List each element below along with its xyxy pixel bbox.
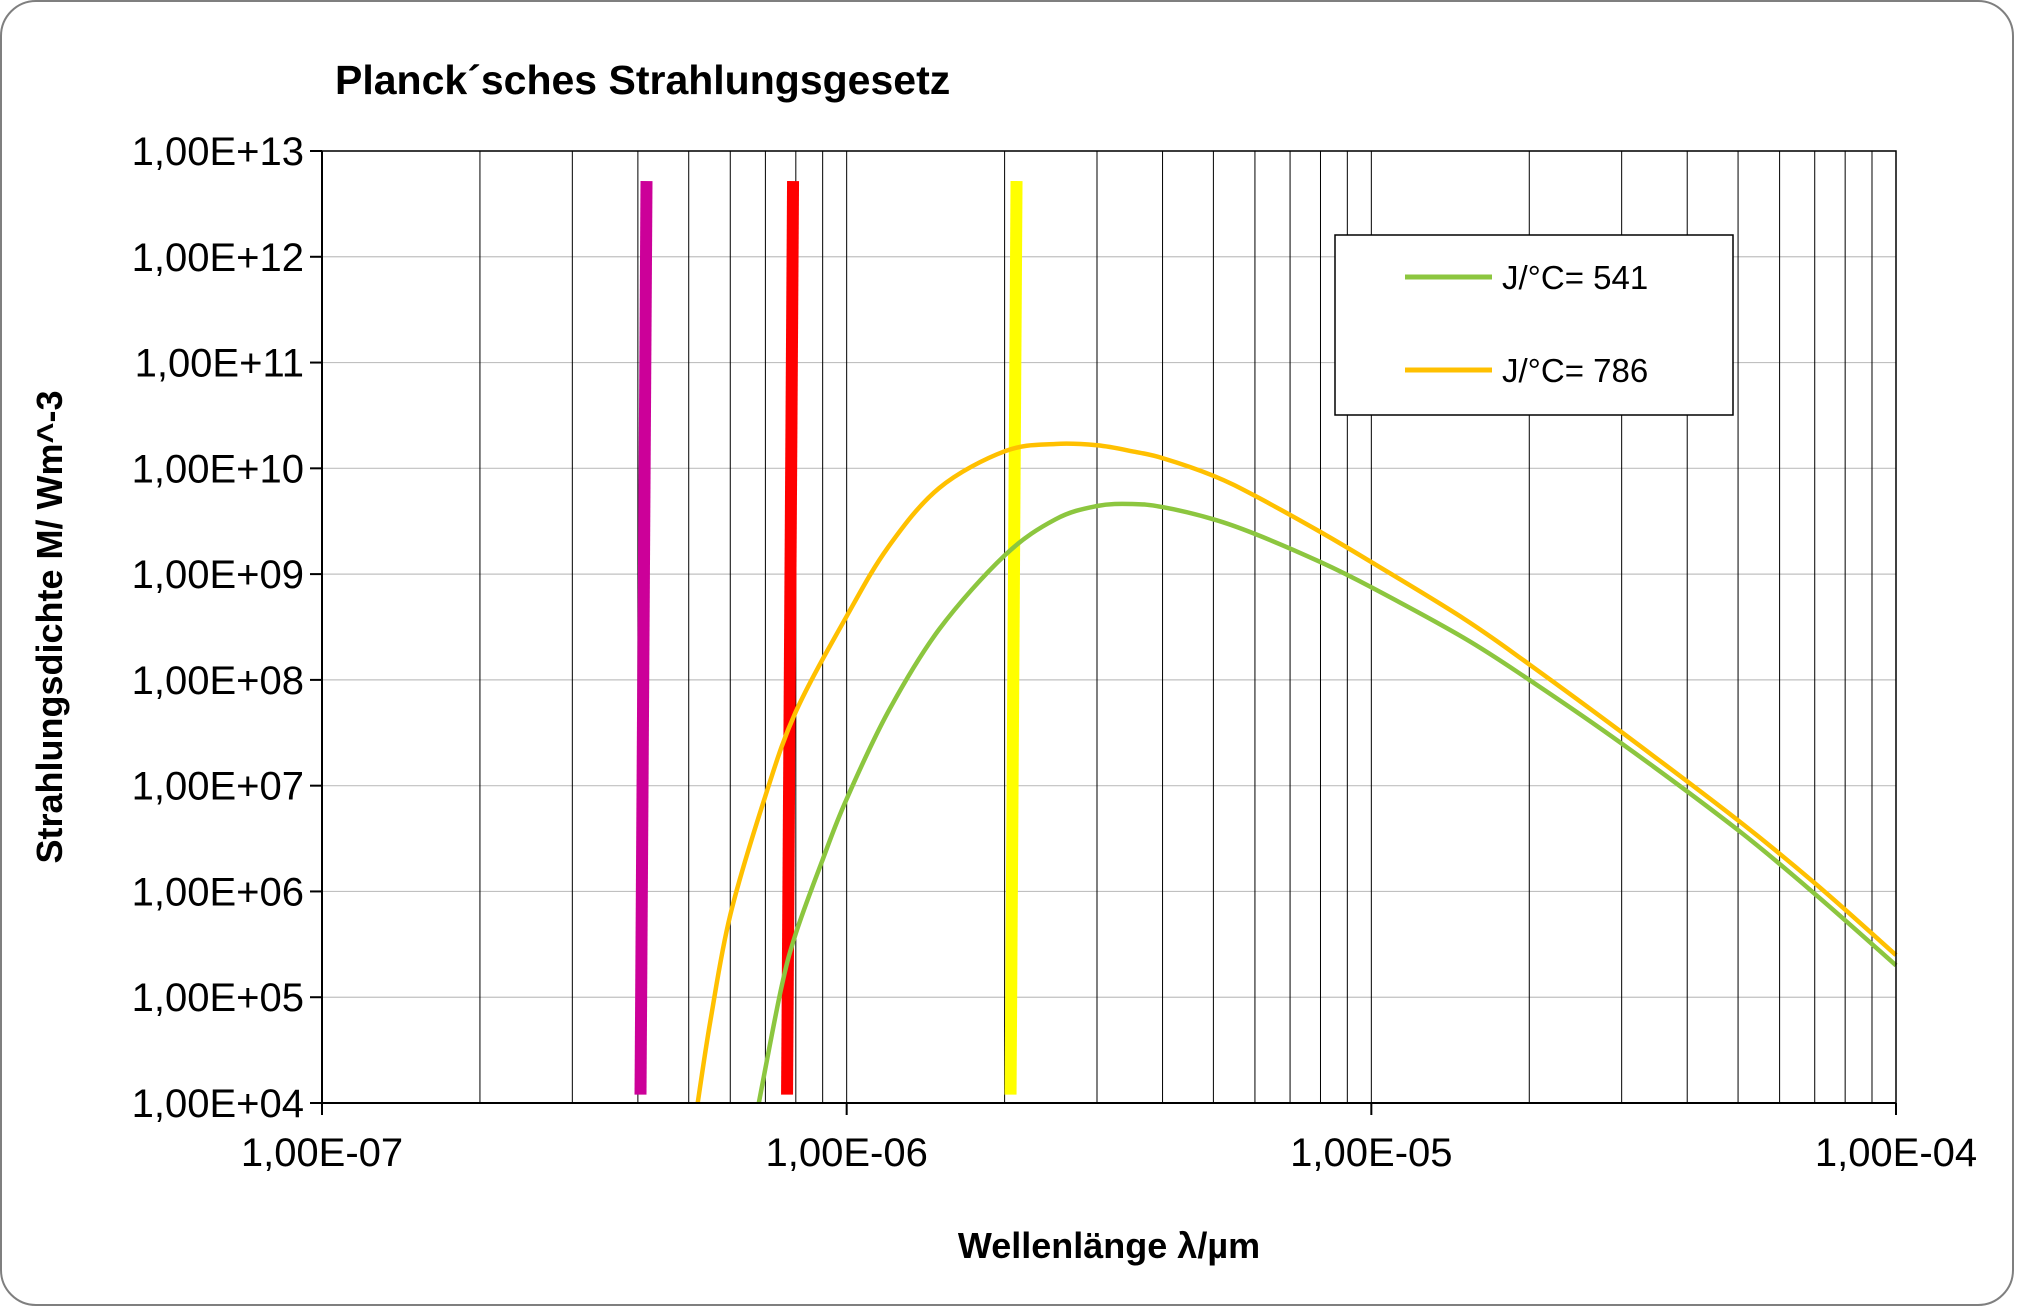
y-tick-label: 1,00E+11 bbox=[135, 342, 304, 386]
x-tick-label: 1,00E-06 bbox=[765, 1131, 927, 1175]
chart-title: Planck´sches Strahlungsgesetz bbox=[335, 57, 950, 103]
legend-box bbox=[1334, 234, 1734, 416]
y-tick-label: 1,00E+13 bbox=[132, 130, 304, 174]
y-tick-label: 1,00E+04 bbox=[132, 1082, 304, 1126]
y-tick-label: 1,00E+06 bbox=[132, 870, 304, 914]
series-line-1 bbox=[756, 501, 1898, 1104]
y-tick-label: 1,00E+08 bbox=[132, 659, 304, 703]
wavelength-markers bbox=[634, 181, 1023, 1095]
wavelength-marker-3 bbox=[1004, 181, 1023, 1095]
series-line-2 bbox=[695, 441, 1898, 1104]
y-tick-label: 1,00E+05 bbox=[132, 976, 304, 1020]
x-axis-title: Wellenlänge λ/µm bbox=[958, 1225, 1260, 1266]
y-tick-label: 1,00E+09 bbox=[132, 553, 304, 597]
wavelength-marker-1 bbox=[634, 181, 653, 1095]
y-tick-label: 1,00E+12 bbox=[132, 236, 304, 280]
legend-label-series-2: J/°C= 786 bbox=[1502, 352, 1648, 389]
x-tick-label: 1,00E-04 bbox=[1815, 1131, 1977, 1175]
x-tick-label: 1,00E-05 bbox=[1290, 1131, 1452, 1175]
wavelength-marker-2 bbox=[781, 181, 800, 1095]
legend: J/°C= 541 J/°C= 786 bbox=[1334, 234, 1734, 416]
y-axis-title: Strahlungsdichte M/ Wm^-3 bbox=[29, 390, 70, 863]
axis-ticks: 1,00E+13 1,00E+12 1,00E+11 1,00E+10 1,00E+09… bbox=[132, 130, 1978, 1175]
y-tick-label: 1,00E+07 bbox=[132, 765, 304, 809]
y-tick-label: 1,00E+10 bbox=[132, 447, 304, 491]
legend-label-series-1: J/°C= 541 bbox=[1502, 259, 1648, 296]
series-lines bbox=[695, 441, 1898, 1104]
x-tick-label: 1,00E-07 bbox=[241, 1131, 403, 1175]
